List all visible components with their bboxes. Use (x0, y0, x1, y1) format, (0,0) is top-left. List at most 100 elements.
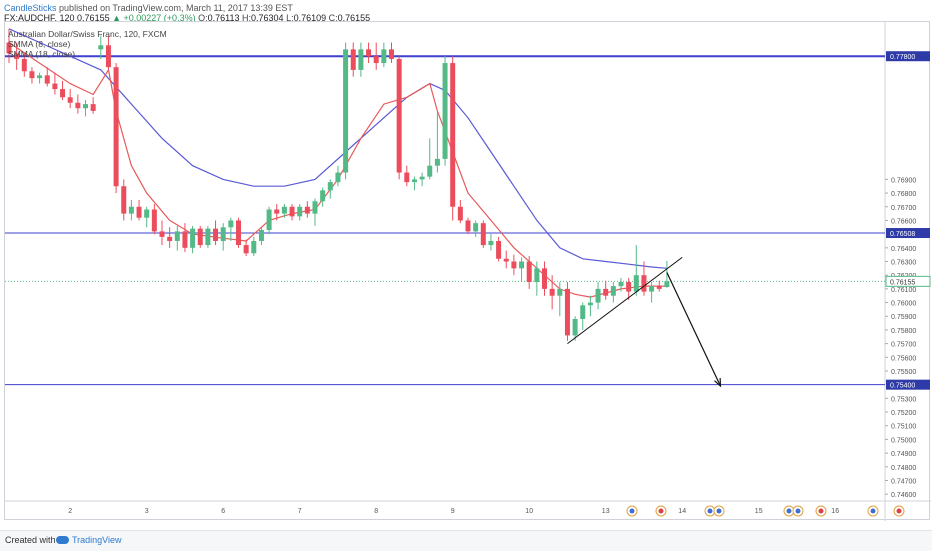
last-price: 0.76155 (77, 13, 110, 23)
tradingview-link[interactable]: TradingView (72, 535, 122, 545)
economic-event-flag-icon (795, 508, 801, 514)
arrow-head (714, 378, 722, 388)
published-text: published on TradingView.com, March 11, … (59, 3, 293, 13)
economic-event-flag-icon (896, 508, 902, 514)
candle-body (511, 261, 517, 269)
candle-body (236, 220, 241, 246)
candle-body (519, 261, 525, 269)
low-value: 0.76109 (293, 13, 327, 23)
symbol-line: FX:AUDCHF, 120 0.76155 ▲ +0.00227 (+0.3%… (4, 13, 370, 23)
legend-smma18: SMMA (18, close) (8, 49, 76, 59)
last-price-badge (885, 275, 931, 287)
high-label: H: (242, 13, 251, 23)
time-tick-label: 2 (68, 508, 72, 515)
candle-body (289, 206, 295, 217)
candle-body (243, 245, 249, 254)
candle-body (83, 104, 88, 109)
candle-body (442, 63, 448, 159)
candle-body (381, 49, 387, 64)
candle-body (411, 179, 417, 183)
time-tick-label: 10 (525, 508, 533, 515)
price-tick-label: 0.74600 (891, 492, 916, 499)
price-chart[interactable]: 0.76900 0.76800 0.76700 0.76600 0.76400 0.763… (5, 22, 931, 521)
economic-event-flag-icon (786, 508, 792, 514)
projection-arrow (666, 272, 721, 387)
price-tick-label: 0.76100 (891, 287, 916, 294)
price-level-label: 0.77800 (890, 54, 915, 61)
economic-event-flag-icon (818, 508, 824, 514)
candle-body (404, 172, 410, 183)
candle-body (610, 286, 616, 296)
candle-body (105, 45, 111, 68)
price-tick-label: 0.74900 (891, 451, 916, 458)
candle-body (29, 71, 35, 79)
tradingview-logo-icon (56, 536, 69, 544)
smma18-line (8, 28, 667, 269)
candle-body (136, 206, 142, 218)
candle-body (664, 281, 670, 288)
time-tick-label: 8 (374, 508, 378, 515)
chart-area[interactable]: 0.76900 0.76800 0.76700 0.76600 0.76400 0.763… (4, 21, 931, 521)
trendline (567, 256, 683, 345)
time-tick-label: 9 (451, 508, 455, 515)
candle-body (649, 286, 655, 292)
price-level-badge (886, 51, 930, 62)
close-value: 0.76155 (337, 13, 371, 23)
candle-body (167, 236, 173, 241)
candle-body (343, 49, 349, 173)
price-level-badge (886, 379, 930, 390)
economic-event-flag-icon (707, 508, 713, 514)
high-value: 0.76304 (251, 13, 284, 23)
publish-header: CandleSticks published on TradingView.co… (0, 0, 932, 23)
candle-body (434, 158, 440, 166)
candle-body (37, 75, 43, 79)
legend-smma8: SMMA (8, close) (8, 39, 71, 49)
candle-body (228, 220, 234, 228)
candle-body (618, 282, 624, 287)
open-value: 0.76113 (207, 13, 240, 23)
price-tick-label: 0.75500 (891, 369, 916, 376)
candle-body (542, 268, 547, 289)
candle-body (450, 63, 456, 207)
candle-body (626, 282, 632, 292)
symbol: FX:AUDCHF, 120 (4, 13, 75, 23)
candle-body (190, 228, 196, 248)
candle-body (159, 231, 165, 237)
candle-body (534, 268, 540, 283)
candle-body (503, 258, 509, 262)
low-label: L: (286, 13, 294, 23)
price-tick-label: 0.76400 (891, 246, 916, 253)
candle-body (14, 53, 20, 59)
candle-body (274, 209, 280, 214)
time-tick-label: 6 (221, 508, 225, 515)
candle-body (121, 186, 127, 214)
footer: Created with TradingView (0, 530, 932, 551)
candle-body (526, 261, 532, 283)
price-tick-label: 0.76600 (891, 218, 916, 225)
candle-body (174, 231, 180, 241)
smma8-line (8, 42, 667, 298)
candle-body (90, 104, 96, 111)
candle-body (220, 227, 226, 241)
legend: Australian Dollar/Swiss Franc, 120, FXCM… (8, 29, 167, 59)
publish-line: CandleSticks published on TradingView.co… (4, 3, 293, 13)
candle-body (473, 223, 479, 232)
candle-body (488, 240, 494, 246)
author-link[interactable]: CandleSticks (4, 3, 57, 13)
candle-body (312, 201, 318, 214)
price-tick-label: 0.75300 (891, 396, 916, 403)
time-tick-label: 16 (831, 508, 839, 515)
candle-body (182, 231, 188, 248)
candle-body (205, 228, 211, 246)
price-tick-label: 0.76900 (891, 177, 916, 184)
candle-body (572, 318, 578, 336)
price-level-label: 0.76508 (890, 231, 915, 238)
economic-event-flag-icon (629, 508, 635, 514)
price-tick-label: 0.76300 (891, 260, 916, 267)
price-tick-label: 0.75800 (891, 328, 916, 335)
candle-body (557, 288, 563, 296)
price-level-label: 0.75400 (890, 383, 915, 390)
time-tick-label: 3 (145, 508, 149, 515)
candle-body (419, 176, 425, 180)
open-label: O: (198, 13, 208, 23)
